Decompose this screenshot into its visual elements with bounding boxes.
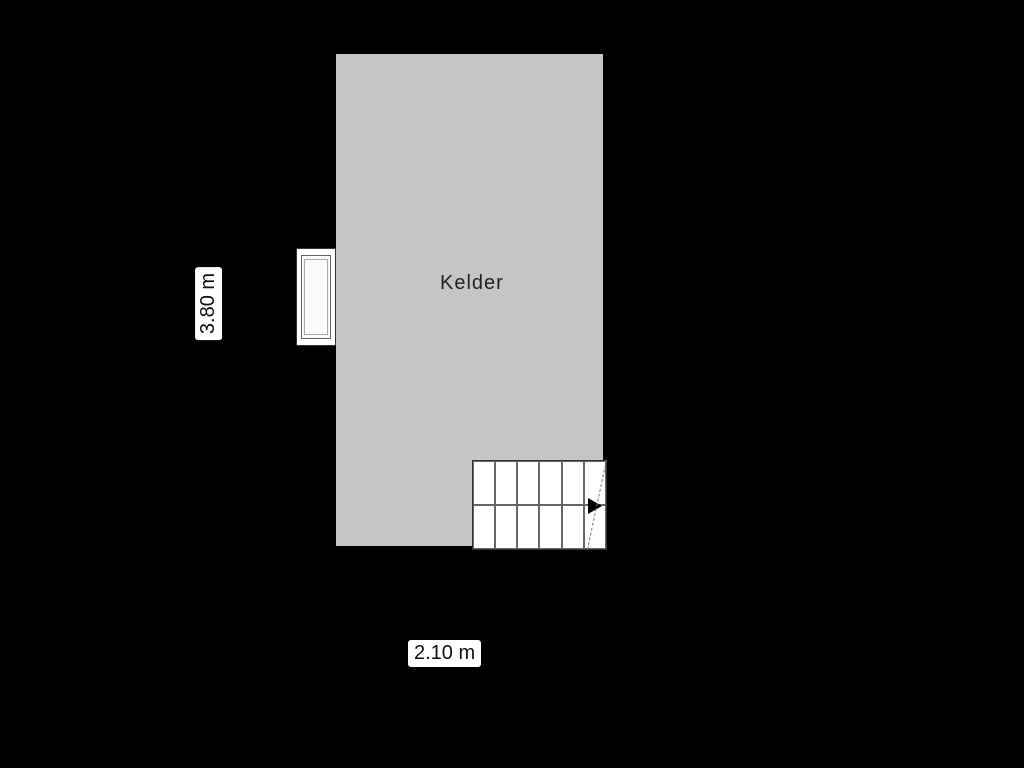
stairs-grid (473, 461, 606, 549)
dimension-height-label: 3.80 m (195, 267, 222, 340)
stairs-tread (517, 461, 539, 505)
room-label: Kelder (440, 272, 504, 295)
floorplan-canvas: Kelder 3.80 m 2.10 m (0, 0, 1024, 768)
stairs-tread (539, 505, 561, 549)
dimension-width-label: 2.10 m (408, 640, 481, 667)
stairs-tread (473, 461, 495, 505)
stairs-tread (495, 461, 517, 505)
stairs-tread (495, 505, 517, 549)
stairs-tread (473, 505, 495, 549)
window-fixture (296, 248, 336, 346)
stairs-tread (539, 461, 561, 505)
stairs-tread (562, 461, 584, 505)
stairs (472, 460, 607, 550)
window-inner-pane (304, 259, 328, 335)
stairs-tread (517, 505, 539, 549)
stairs-tread (562, 505, 584, 549)
